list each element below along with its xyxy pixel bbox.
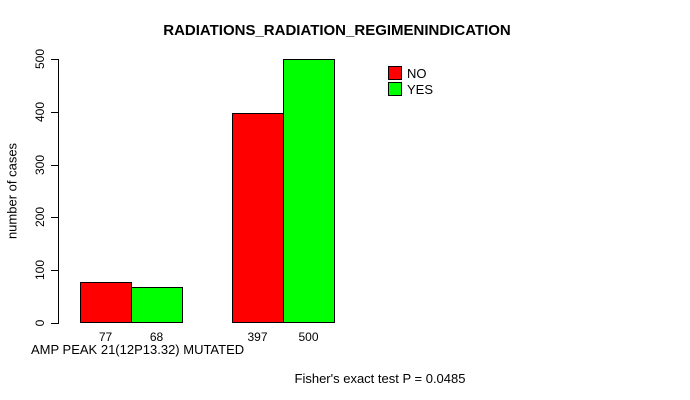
y-axis-tick (51, 164, 58, 166)
bar-no-group2 (232, 113, 284, 323)
bar-value-label: 397 (247, 330, 268, 344)
y-axis-tick-label: 400 (33, 101, 47, 122)
legend-swatch-icon (388, 82, 402, 96)
bar-value-label: 500 (298, 330, 319, 344)
y-axis-tick-label: 200 (33, 207, 47, 228)
x-axis-label: AMP PEAK 21(12P13.32) MUTATED (31, 342, 245, 357)
y-axis-label: number of cases (4, 142, 20, 240)
y-axis-tick (51, 59, 58, 60)
legend-item-yes: YES (388, 81, 433, 97)
y-axis-tick-label: 500 (33, 48, 47, 70)
y-axis-tick (51, 111, 58, 113)
y-axis-tick-label: 100 (33, 260, 47, 281)
legend-label: YES (407, 81, 434, 97)
legend-swatch-icon (388, 66, 402, 80)
y-axis-tick (51, 270, 58, 272)
legend-label: NO (407, 65, 427, 81)
y-axis-line (58, 59, 59, 324)
y-axis-tick-label: 0 (33, 319, 47, 327)
bar-yes-group1 (131, 287, 183, 323)
legend-item-no: NO (388, 65, 433, 81)
bar-yes-group2 (283, 59, 335, 323)
y-axis-tick (51, 323, 58, 324)
y-axis-tick-label: 300 (33, 154, 47, 175)
bar-value-label: 68 (149, 330, 164, 344)
y-axis-tick (51, 217, 58, 219)
bar-value-label: 77 (98, 330, 113, 344)
chart-title: RADIATIONS_RADIATION_REGIMENINDICATION (163, 22, 511, 39)
legend: NO YES (388, 65, 433, 97)
bar-no-group1 (80, 282, 132, 323)
fisher-test-note: Fisher's exact test P = 0.0485 (294, 371, 466, 386)
